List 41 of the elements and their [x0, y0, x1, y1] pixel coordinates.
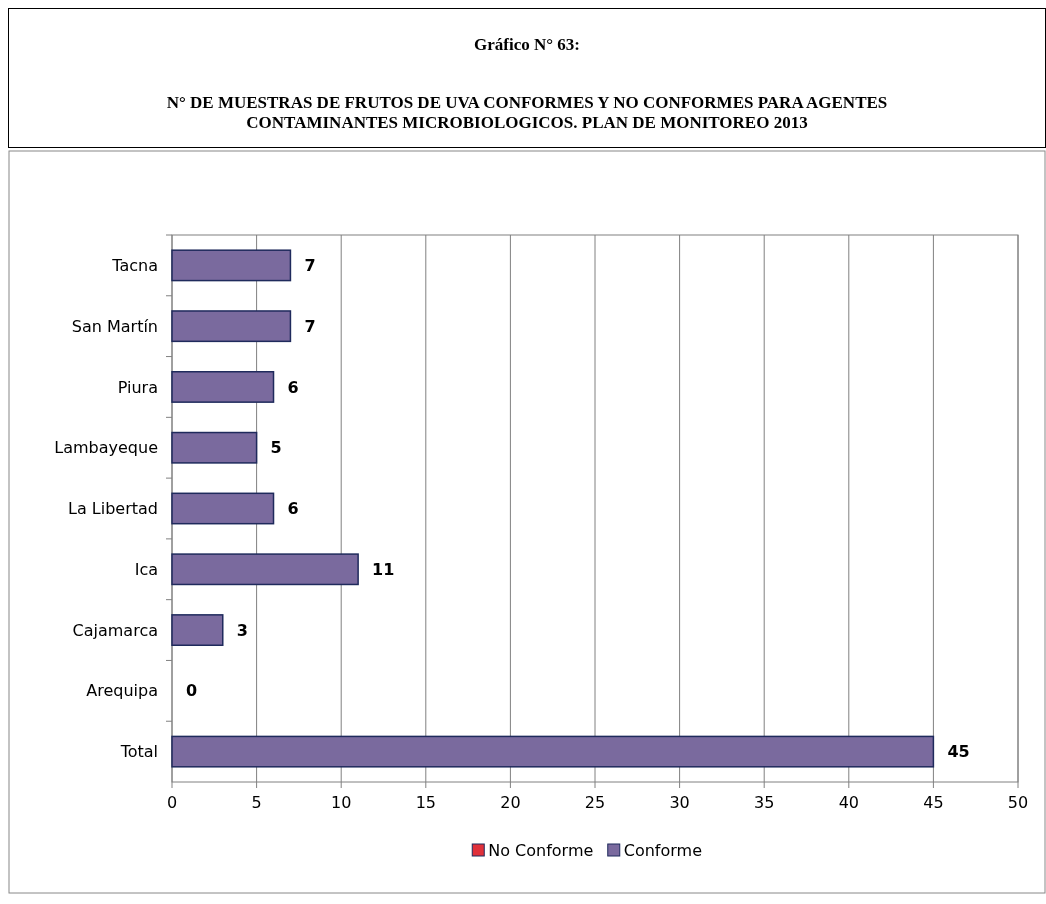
bar — [171, 614, 224, 646]
y-tick-label: Ica — [134, 559, 158, 579]
data-label: 6 — [287, 377, 299, 397]
x-tick-label: 35 — [754, 793, 775, 812]
y-tick-label: Piura — [117, 377, 158, 397]
data-label: 6 — [287, 499, 299, 519]
x-tick-label: 25 — [584, 793, 606, 812]
y-tick-label: Lambayeque — [54, 438, 158, 458]
data-label: 7 — [304, 255, 316, 275]
y-tick-label: San Martín — [71, 316, 158, 336]
x-tick-label: 40 — [838, 793, 859, 812]
bar — [171, 371, 275, 403]
data-label: 11 — [372, 559, 395, 579]
chart-subtitle: N° DE MUESTRAS DE FRUTOS DE UVA CONFORMES Y NO CONFORMES PARA AGENTES CONTAMINANTES MICROBIOLOGICOS. PLAN DE MONITOREO 2013 — [165, 93, 889, 133]
x-tick-label: 5 — [251, 793, 262, 812]
x-tick-label: 20 — [500, 793, 521, 812]
bar — [171, 310, 292, 343]
legend-label: No Conforme — [488, 840, 594, 860]
bar — [171, 735, 935, 768]
bar — [171, 431, 258, 464]
data-label: 7 — [304, 316, 316, 336]
x-tick-label: 10 — [331, 793, 352, 812]
bar — [171, 492, 275, 525]
y-tick-label: Total — [119, 742, 158, 762]
bar — [171, 553, 359, 586]
x-tick-label: 50 — [1007, 793, 1029, 812]
y-tick-label: Arequipa — [86, 681, 158, 701]
x-tick-label: 15 — [415, 793, 436, 812]
data-label: 45 — [947, 742, 970, 762]
y-tick-label: La Libertad — [68, 499, 158, 519]
y-tick-label: Tacna — [111, 255, 158, 275]
y-tick-label: Cajamarca — [72, 620, 158, 640]
legend-label: Conforme — [623, 840, 702, 860]
data-label: 0 — [186, 681, 198, 701]
data-label: 3 — [236, 620, 248, 640]
x-tick-label: 45 — [923, 793, 944, 812]
bar — [171, 249, 292, 282]
x-tick-label: 0 — [166, 793, 178, 812]
x-tick-label: 30 — [669, 793, 690, 812]
data-label: 5 — [270, 438, 282, 458]
chart-title: Gráfico N° 63: — [473, 35, 581, 55]
